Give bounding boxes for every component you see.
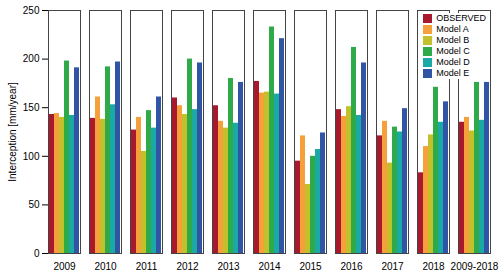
svg-text:2014: 2014 [258, 261, 281, 272]
svg-text:150: 150 [23, 102, 40, 113]
html-text:Model D: Model D [436, 57, 470, 67]
html-text:Model A: Model A [436, 24, 469, 34]
svg-text:50: 50 [28, 199, 40, 210]
svg-text:2015: 2015 [299, 261, 322, 272]
svg-text:200: 200 [23, 53, 40, 64]
svg-text:2012: 2012 [176, 261, 199, 272]
svg-text:2017: 2017 [381, 261, 404, 272]
html-text:Model B: Model B [436, 35, 470, 45]
svg-text:250: 250 [23, 5, 40, 16]
svg-text:2010: 2010 [94, 261, 117, 272]
svg-text:100: 100 [23, 151, 40, 162]
svg-text:2018: 2018 [422, 261, 445, 272]
svg-text:0: 0 [34, 248, 40, 259]
html-text:OBSERVED: OBSERVED [436, 13, 486, 23]
svg-text:Interception [mm/year]: Interception [mm/year] [7, 82, 18, 182]
svg-text:2009-2018: 2009-2018 [451, 261, 499, 272]
html-text:Model C: Model C [436, 46, 470, 56]
svg-text:2013: 2013 [217, 261, 240, 272]
svg-text:2009: 2009 [53, 261, 76, 272]
html-text:Model E: Model E [436, 68, 470, 78]
svg-text:2011: 2011 [136, 261, 158, 272]
svg-text:2016: 2016 [340, 261, 363, 272]
